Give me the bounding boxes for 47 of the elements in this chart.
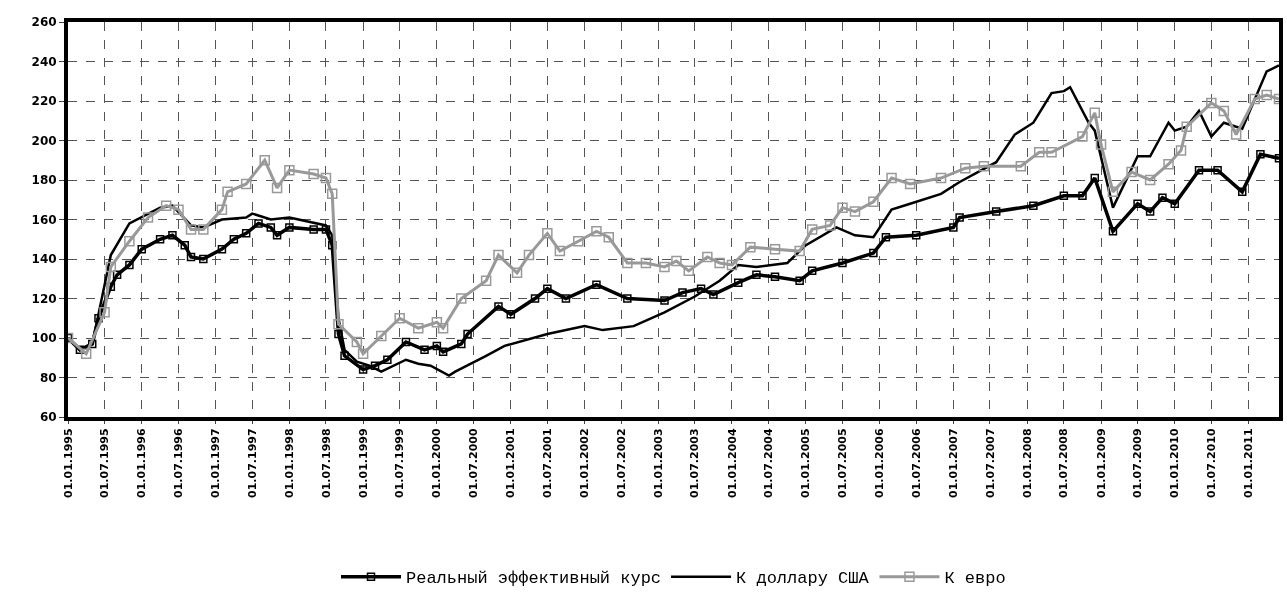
x-tick-label: 01.01.2006 [873, 428, 887, 498]
x-tick-label: 01.07.1998 [319, 428, 333, 498]
x-tick-label: 01.01.1999 [356, 428, 370, 498]
y-tick-label: 200 [31, 133, 57, 148]
legend-label: Реальный эффективный курс [406, 569, 662, 589]
x-tick-label: 01.01.1997 [209, 428, 223, 498]
x-tick-label: 01.07.2008 [1057, 428, 1071, 498]
x-tick-label: 01.01.2007 [946, 428, 960, 498]
x-tick-label: 01.01.2002 [578, 428, 592, 498]
x-tick-label: 01.01.2001 [504, 428, 518, 498]
x-tick-label: 01.07.1997 [245, 428, 259, 498]
x-tick-label: 01.01.1998 [282, 428, 296, 498]
y-tick-label: 140 [31, 252, 57, 267]
x-tick-label: 01.07.1995 [98, 428, 112, 498]
x-tick-label: 01.01.1996 [135, 428, 149, 498]
x-tick-label: 01.07.1996 [172, 428, 186, 498]
legend-label: К доллару США [736, 569, 870, 589]
x-tick-label: 01.07.2010 [1204, 428, 1218, 498]
y-tick-label: 60 [39, 410, 57, 425]
x-tick-label: 01.01.2008 [1020, 428, 1034, 498]
x-tick-label: 01.07.1999 [393, 428, 407, 498]
legend-label: К евро [944, 569, 1006, 589]
x-tick-label: 01.01.1995 [61, 428, 75, 498]
x-tick-label: 01.07.2004 [762, 428, 776, 498]
x-tick-label: 01.01.2000 [430, 428, 444, 498]
x-tick-label: 01.07.2002 [614, 428, 628, 498]
x-tick-label: 01.01.2011 [1242, 428, 1256, 498]
y-tick-label: 100 [31, 331, 57, 346]
y-tick-label: 120 [31, 291, 57, 306]
x-tick-label: 01.07.2009 [1131, 428, 1145, 498]
x-tick-label: 01.01.2009 [1094, 428, 1108, 498]
x-tick-label: 01.07.2001 [540, 428, 554, 498]
x-tick-label: 01.07.2006 [909, 428, 923, 498]
x-tick-label: 01.01.2005 [799, 428, 813, 498]
y-tick-label: 80 [39, 370, 57, 385]
y-tick-label: 180 [31, 173, 57, 188]
y-tick-label: 260 [31, 15, 57, 30]
x-tick-label: 01.07.2003 [688, 428, 702, 498]
x-tick-label: 01.01.2004 [725, 428, 739, 498]
x-tick-label: 01.01.2010 [1168, 428, 1182, 498]
y-tick-label: 220 [31, 94, 57, 109]
x-tick-label: 01.01.2003 [651, 428, 665, 498]
y-tick-label: 160 [31, 212, 57, 227]
x-tick-label: 01.07.2000 [467, 428, 481, 498]
y-tick-label: 240 [31, 54, 57, 69]
x-tick-label: 01.07.2007 [983, 428, 997, 498]
x-tick-label: 01.07.2005 [836, 428, 850, 498]
